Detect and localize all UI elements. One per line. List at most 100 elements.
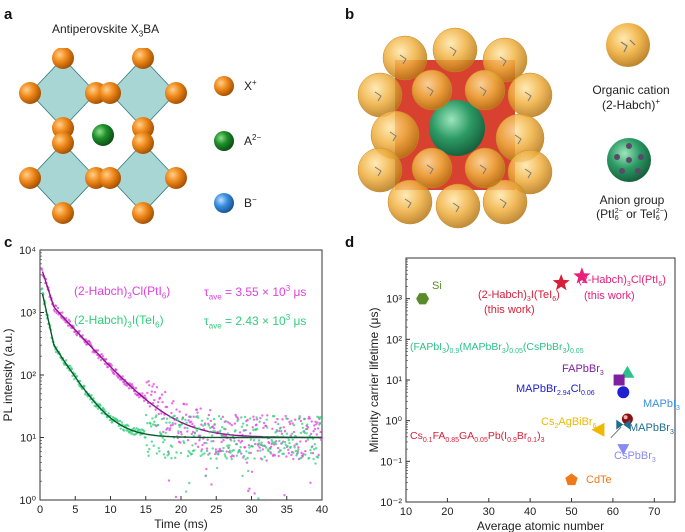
c-data-point (261, 414, 264, 417)
csf-1: Cs (410, 430, 423, 442)
c-data-point (265, 418, 268, 421)
c-data-point (314, 423, 318, 426)
c-data-point (293, 446, 296, 449)
te-tau: τ (204, 314, 209, 328)
pt-label-s2: 6 (161, 291, 167, 301)
b-atom-icon (214, 193, 234, 213)
c-data-point (303, 431, 306, 434)
c-data-point (217, 415, 221, 418)
c-data-point (141, 392, 144, 395)
label-pti6-work: (this work) (584, 290, 635, 302)
c-data-point (261, 458, 264, 461)
c-data-point (92, 397, 95, 400)
csf-3: GA (459, 430, 475, 442)
c-data-point (238, 450, 242, 453)
c-data-point (309, 451, 313, 455)
c-data-point (306, 438, 310, 441)
c-data-point (255, 416, 258, 419)
c-data-point (251, 445, 254, 448)
c-data-point (282, 426, 285, 429)
c-data-point (256, 449, 259, 452)
panel-a-label: a (4, 6, 13, 23)
mac-2: Cl (570, 383, 581, 395)
c-data-point (257, 439, 261, 442)
c-data-point (270, 442, 273, 446)
c-data-point (214, 448, 218, 451)
c-data-point (90, 401, 94, 404)
c-data-point (237, 439, 240, 442)
csf-6: ) (537, 430, 541, 442)
c-data-point (225, 450, 228, 453)
pt-label-tail: ) (166, 284, 171, 298)
c-data-point (167, 452, 171, 456)
anion-a-sub: 6 (614, 214, 619, 222)
te-tau-sub: ave (208, 321, 222, 331)
c-data-point (152, 382, 155, 386)
c-data-point (170, 445, 174, 448)
c-data-point (214, 430, 217, 433)
c-data-point (243, 429, 246, 432)
d-xtick-label: 20 (441, 506, 453, 518)
c-data-point (309, 432, 313, 436)
c-data-point (235, 442, 238, 446)
anion-label-line1: Anion group (599, 193, 665, 207)
c-data-point (146, 391, 149, 395)
c-data-point (130, 432, 133, 436)
c-data-point (281, 418, 284, 421)
c-data-point (83, 385, 86, 388)
c-data-point (282, 452, 285, 455)
c-data-point (107, 412, 110, 415)
c-data-point (212, 440, 215, 443)
c-data-point (226, 432, 230, 435)
c-ytick-label: 10³ (20, 308, 36, 320)
c-data-point (297, 417, 301, 421)
c-data-point (153, 420, 156, 424)
c-data-point (146, 422, 149, 425)
c-data-point (153, 423, 157, 427)
d-xtick-label: 50 (565, 506, 577, 518)
c-data-point (315, 433, 318, 436)
c-data-point (317, 416, 320, 419)
c-data-point (273, 441, 277, 444)
c-data-point (203, 423, 207, 426)
c-data-point (246, 418, 249, 422)
c-data-point (293, 444, 296, 447)
c-data-point (208, 408, 212, 412)
c-data-point (222, 434, 226, 437)
c-data-point (155, 452, 159, 455)
c-data-point (162, 430, 165, 434)
mac-1: MAPbBr (516, 383, 557, 395)
c-data-point (311, 451, 315, 455)
c-data-point (236, 419, 239, 423)
c-data-point (190, 432, 193, 436)
c-data-point (184, 418, 187, 422)
fa-s2: 0.9 (449, 348, 460, 356)
d-marker-triangle-down (617, 444, 630, 456)
c-data-point (149, 393, 153, 397)
c-data-point (228, 444, 231, 447)
c-data-point (275, 428, 279, 432)
c-data-point (269, 447, 272, 450)
c-data-point (251, 426, 254, 429)
c-data-point (186, 426, 189, 430)
c-data-point (262, 426, 265, 430)
c-data-point (206, 438, 209, 441)
cab-1: Cs (541, 416, 555, 428)
tau-label-te: τave = 2.43 × 103 μs (204, 313, 306, 330)
c-data-point (157, 446, 160, 450)
c-data-point (172, 399, 175, 403)
tau-label-pt: τave = 3.55 × 103 μs (204, 284, 306, 301)
d-marker-square (613, 374, 625, 386)
c-data-point (75, 375, 79, 378)
legend-x-main: X (244, 79, 253, 93)
c-data-point (240, 439, 244, 443)
c-data-point (149, 422, 152, 425)
c-data-point (137, 396, 141, 399)
c-data-point (101, 355, 105, 358)
panel-b-label: b (345, 6, 355, 23)
c-data-point (266, 414, 269, 417)
c-data-point (262, 421, 266, 425)
c-data-point (252, 439, 256, 442)
c-xtick-label: 40 (316, 504, 328, 516)
c-data-point (160, 393, 164, 396)
